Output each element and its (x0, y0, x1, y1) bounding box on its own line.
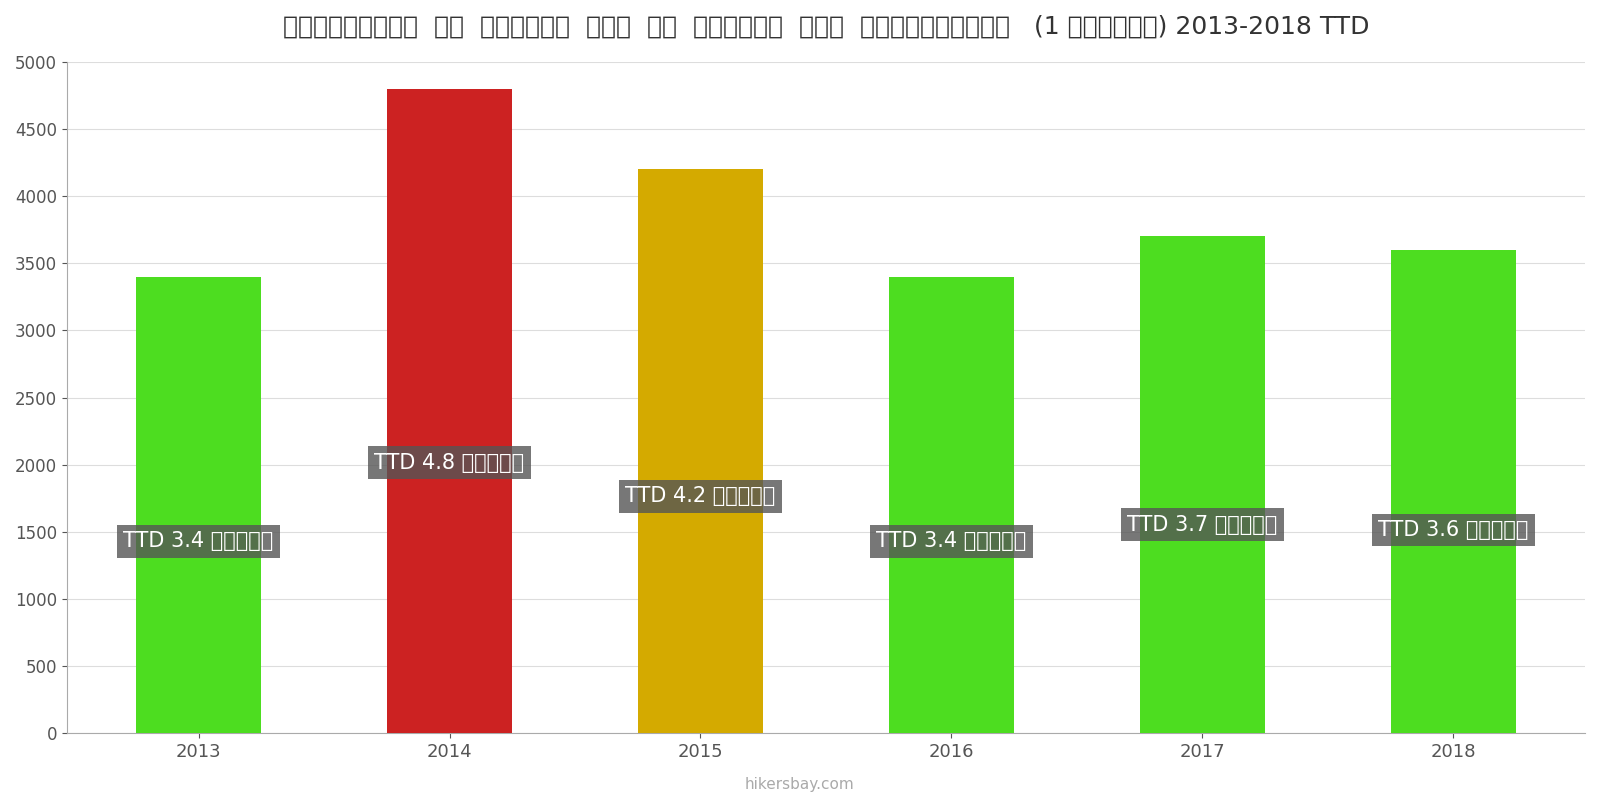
Bar (888, 277, 1014, 734)
Text: TTD 4.2 हज़ार: TTD 4.2 हज़ार (626, 486, 776, 506)
Text: hikersbay.com: hikersbay.com (746, 777, 854, 792)
Bar (1139, 236, 1266, 734)
Text: TTD 3.7 हज़ार: TTD 3.7 हज़ार (1128, 514, 1277, 534)
Text: TTD 3.4 हज़ार: TTD 3.4 हज़ार (877, 531, 1027, 551)
Bar (638, 170, 763, 734)
Text: TTD 3.6 हज़ार: TTD 3.6 हज़ार (1378, 520, 1528, 540)
Bar (387, 89, 512, 734)
Text: TTD 4.8 हज़ार: TTD 4.8 हज़ार (374, 453, 525, 473)
Bar (1390, 250, 1515, 734)
Text: TTD 3.4 हज़ार: TTD 3.4 हज़ार (123, 531, 274, 551)
Title: त्रिनिदाद  और  टोबैगो  शहर  के  केंद्र  में  अपार्टमेंट   (1 बेडरूम) 2013-2018 T: त्रिनिदाद और टोबैगो शहर के केंद्र में अप… (283, 15, 1370, 39)
Bar (136, 277, 261, 734)
